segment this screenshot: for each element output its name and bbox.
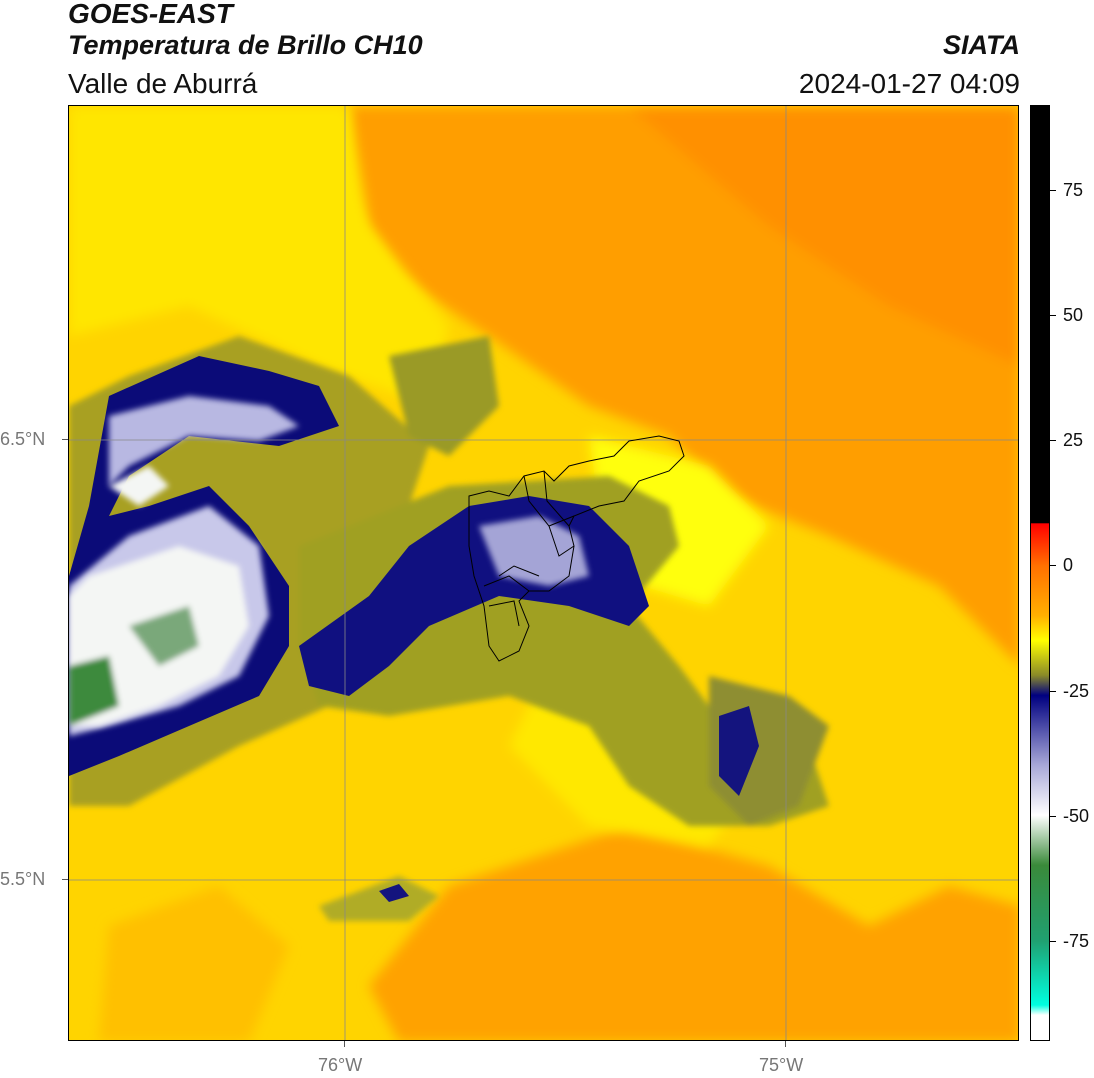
lon-tick-76w: 76°W — [318, 1055, 363, 1075]
graticule — [69, 106, 1018, 1040]
product-title: Temperatura de Brillo CH10 — [68, 30, 423, 60]
colorbar-tick-mark — [1050, 190, 1056, 192]
colorbar-tick-label: 25 — [1063, 430, 1084, 451]
lat-tick-mark-5-5n — [62, 879, 68, 880]
map-canvas — [69, 106, 1018, 1040]
boundary-outline — [468, 435, 685, 662]
colorbar-tick-label: 75 — [1063, 180, 1084, 201]
source-label: SIATA — [943, 30, 1020, 60]
coldest-cloud-tops — [69, 466, 249, 726]
colorbar-tick-label: -25 — [1063, 680, 1090, 701]
region-label: Valle de Aburrá — [68, 68, 258, 99]
colorbar-tick-mark — [1050, 940, 1056, 942]
colorbar-tick-mark — [1050, 315, 1056, 317]
lat-tick-5-5n: 5.5°N — [0, 869, 46, 889]
colorbar-tick-label: 0 — [1063, 555, 1074, 576]
colorbar-tick-label: -75 — [1063, 930, 1090, 951]
colorbar-tick-label: 50 — [1063, 305, 1084, 326]
satellite-title: GOES-EAST — [68, 0, 233, 29]
colorbar — [1030, 105, 1050, 1041]
colorbar-tick-mark — [1050, 440, 1056, 442]
lon-tick-mark-75w — [785, 1041, 786, 1047]
colorbar-tick-mark — [1050, 690, 1056, 692]
lon-tick-75w: 75°W — [759, 1055, 804, 1075]
colorbar-tick-label: -50 — [1063, 805, 1090, 826]
municipal-boundaries — [468, 435, 685, 662]
timestamp-label: 2024-01-27 04:09 — [798, 68, 1020, 99]
lat-tick-mark-6-5n — [62, 439, 68, 440]
colorbar-tick-mark — [1050, 565, 1056, 567]
colorbar-tick-mark — [1050, 815, 1056, 817]
lon-tick-mark-76w — [344, 1041, 345, 1047]
warm-orange-regions — [99, 106, 1018, 1040]
brightness-temperature-map[interactable] — [68, 105, 1019, 1041]
lat-tick-6-5n: 6.5°N — [0, 429, 46, 449]
